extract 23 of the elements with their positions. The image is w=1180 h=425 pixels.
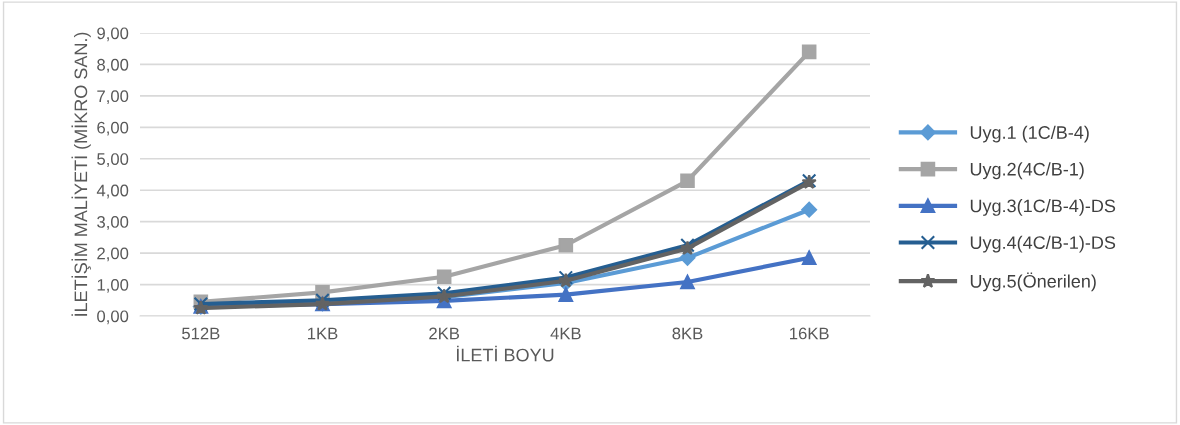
legend-label: Uyg.2(4C/B-1)	[970, 162, 1084, 180]
legend-label: Uyg.5(Önerilen)	[970, 272, 1096, 292]
x-tick-label: 1KB	[308, 327, 338, 340]
legend-label: Uyg.3(1C/B-4)-DS	[970, 199, 1116, 216]
x-tick-label: 2KB	[429, 327, 460, 340]
y-axis-title: İLETİŞİM MALİYETİ (MİKRO SAN.)	[71, 32, 91, 316]
y-tick-label: 3,00	[97, 216, 129, 230]
y-tick-label: 1,00	[97, 278, 129, 293]
y-tick-label: 0,00	[97, 310, 129, 325]
y-tick-label: 8,00	[97, 58, 129, 73]
y-tick-label: 6,00	[97, 121, 129, 136]
x-tick-label: 8KB	[672, 327, 703, 340]
y-tick-label: 4,00	[96, 184, 129, 199]
y-tick-label: 2,00	[97, 247, 129, 262]
legend-label: Uyg.4(4C/B-1)-DS	[970, 235, 1116, 253]
x-tick-label: 16KB	[790, 327, 829, 340]
y-tick-label: 5,00	[97, 153, 129, 167]
x-tick-label: 4KB	[550, 327, 581, 340]
y-tick-label: 7,00	[97, 90, 129, 105]
y-tick-label: 9,00	[97, 27, 129, 42]
legend-label: Uyg.1 (1C/B-4)	[970, 125, 1089, 143]
x-axis-title: İLETİ BOYU	[457, 345, 554, 362]
x-tick-label: 512B	[182, 327, 220, 340]
